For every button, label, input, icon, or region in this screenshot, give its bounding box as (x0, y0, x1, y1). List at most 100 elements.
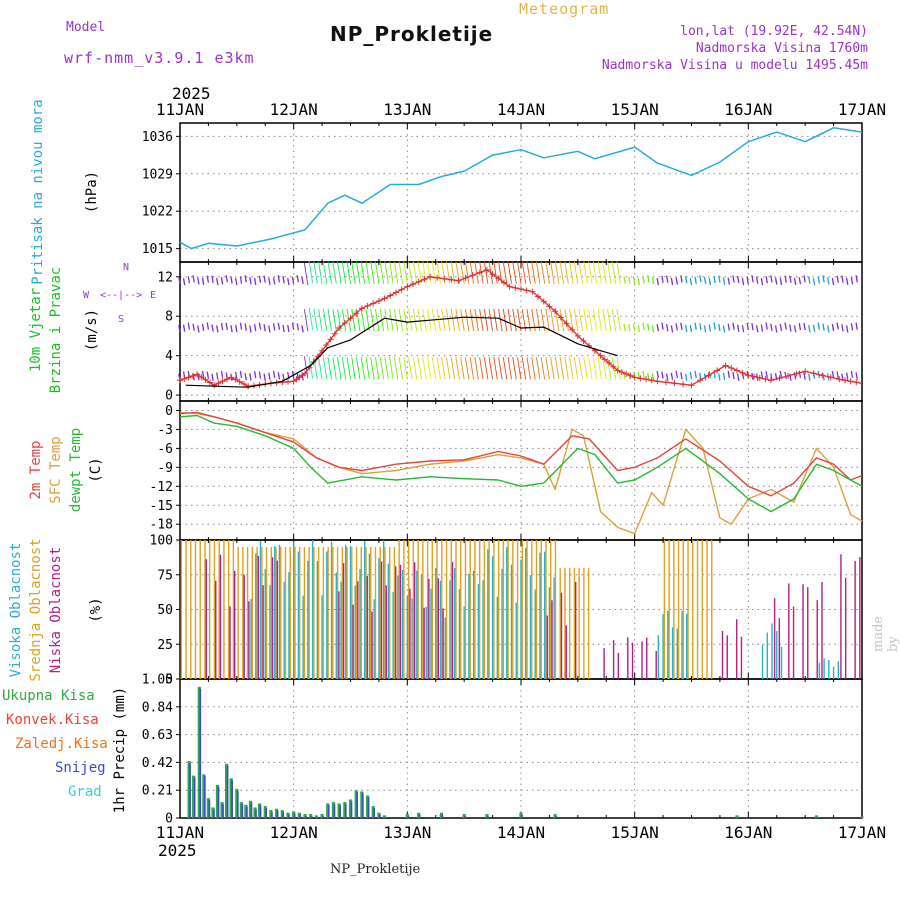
wind-barb (225, 275, 229, 283)
wind-barb (327, 357, 332, 380)
wind-barb (460, 308, 465, 332)
wind-barb (722, 325, 726, 333)
cloud-title-1: Visoka Oblacnost (8, 543, 24, 678)
precip-snow-bar (441, 814, 444, 818)
wind-barb (651, 325, 655, 333)
wind-barb (192, 323, 195, 331)
precip-total-bar (354, 790, 358, 818)
precip-snow-bar (737, 817, 739, 818)
wind-marker (358, 305, 365, 312)
wind-barb (277, 275, 281, 283)
wind-marker (177, 377, 183, 384)
wind-barb (318, 357, 323, 380)
wind-barb (545, 357, 550, 380)
wind-barb (313, 261, 318, 284)
wind-barb (493, 308, 498, 332)
precip-total-bar (292, 811, 296, 818)
y-tick-label: 1.05 (142, 673, 173, 688)
precip-total-bar (192, 775, 196, 818)
wind-barb (755, 325, 759, 333)
wind-barb (845, 277, 849, 286)
wind-barb (308, 260, 314, 284)
wind-mean-line (185, 316, 618, 388)
pressure-frame (179, 122, 863, 263)
y-tick-label: 0 (165, 673, 173, 688)
wind-barb (216, 325, 219, 333)
precip-snow-bar (350, 801, 353, 818)
precip-total-bar (417, 812, 421, 818)
precip-snow-bar (246, 806, 248, 818)
precip-snow-bar (193, 777, 196, 818)
wind-marker (495, 275, 502, 282)
precip-total-bar (439, 812, 444, 818)
wind-panel: 0 4 8 12 (157, 261, 863, 404)
wind-barb (417, 308, 422, 332)
wind-marker (240, 380, 247, 387)
wind-marker (623, 370, 630, 377)
wind-barb (220, 370, 224, 378)
wind-barb (578, 261, 584, 284)
wind-barb (597, 308, 602, 332)
wind-barb (841, 275, 844, 283)
wind-barb (360, 261, 366, 284)
wind-barb (384, 261, 389, 284)
wind-barb (798, 322, 802, 331)
wind-barb (327, 308, 332, 332)
precip-total-bar (303, 814, 307, 818)
wind-barb (588, 357, 593, 380)
wind-barb (746, 276, 749, 285)
wind-barb (855, 372, 858, 380)
time-label-top: 16JAN (724, 100, 772, 119)
wind-barb (239, 276, 243, 284)
precip-total-bar (814, 815, 819, 818)
wind-barb (417, 357, 422, 380)
precip-snow-bar (464, 816, 466, 818)
wind-marker (353, 310, 360, 317)
wind-marker (768, 377, 775, 384)
time-label-bottom: 16JAN (724, 823, 772, 842)
wind-barb (798, 277, 802, 285)
wind-barb (732, 371, 735, 380)
wind-barb (234, 278, 238, 286)
wind-barb (616, 308, 621, 332)
wind-barb (845, 372, 849, 380)
wind-barb (554, 357, 560, 380)
wind-barb (588, 308, 593, 332)
wind-marker (627, 372, 634, 379)
wind-barb (408, 357, 413, 380)
wind-barb (827, 325, 830, 333)
precip-snow-bar (250, 802, 253, 818)
wind-barb (197, 277, 200, 285)
time-label-bottom: 15JAN (611, 823, 659, 842)
lonlat: lon,lat (19.92E, 42.54N) (680, 24, 868, 39)
wind-barb (389, 357, 394, 380)
wind-marker (181, 375, 188, 382)
wind-barb (483, 261, 489, 284)
precip-snow-bar (271, 812, 273, 818)
wind-barb (389, 261, 394, 284)
wind-barb (403, 308, 408, 332)
wind-barb (573, 308, 579, 332)
time-label-bottom: 12JAN (270, 823, 318, 842)
wind-marker (836, 376, 843, 383)
wind-barb (831, 323, 835, 332)
wind-barb (765, 371, 768, 379)
precip-snow-bar (189, 763, 191, 818)
chart-title: NP_Prokletije (330, 22, 494, 46)
wind-marker (552, 308, 559, 315)
wind-barb (531, 261, 536, 284)
wind-barb (365, 261, 370, 284)
wind-barb (351, 357, 356, 380)
time-label-top: 17JAN (838, 100, 886, 119)
wind-barb (517, 357, 522, 380)
wind-barb (694, 370, 697, 379)
time-label-top: 15JAN (611, 100, 659, 119)
wind-barb (258, 371, 262, 379)
wind-barb (793, 325, 797, 333)
wind-barb (765, 276, 768, 284)
temp-ylabel: (C) (88, 457, 104, 482)
precip-total-bar (320, 814, 324, 818)
wind-barb (403, 357, 408, 380)
wind-barb (831, 277, 835, 286)
time-label-bottom: 14JAN (497, 823, 545, 842)
